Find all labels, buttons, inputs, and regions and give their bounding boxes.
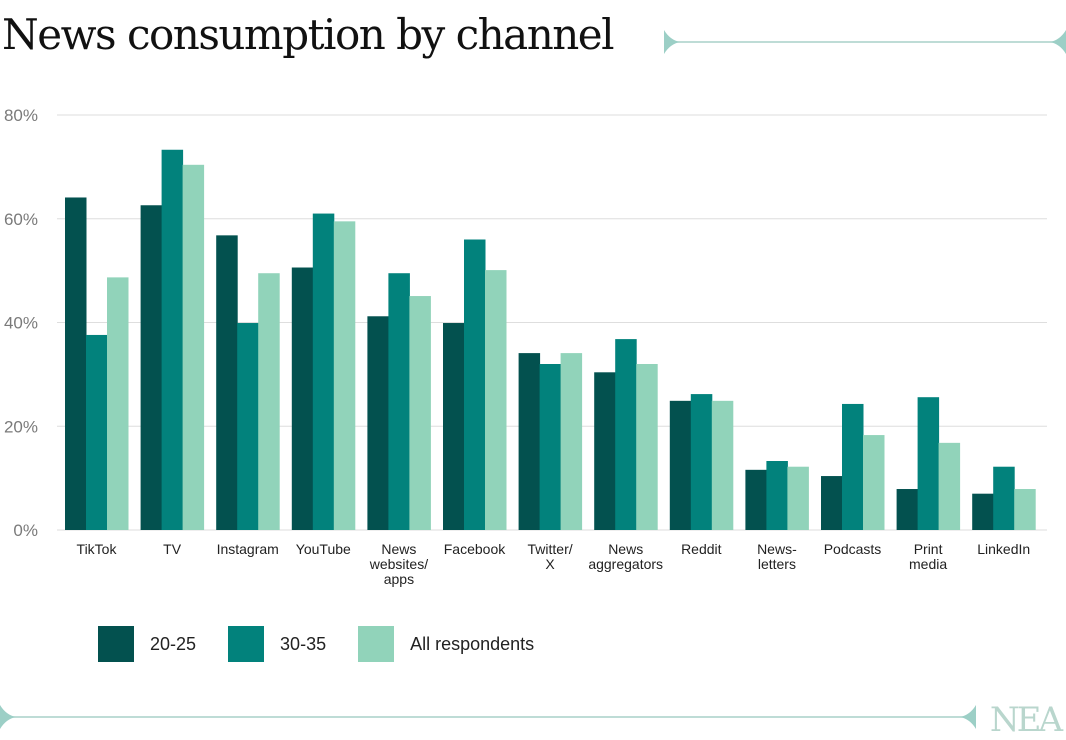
x-tick-label: TikTok [77,541,118,557]
nea-logo: NEA [989,700,1063,740]
bar-20-25 [291,267,314,530]
bar-all-respondents [182,164,205,531]
x-tick-label-line: Instagram [217,541,279,557]
legend-item-all: All respondents [358,626,534,662]
bar-30-35 [917,397,940,530]
legend-swatch [358,626,395,662]
bar-all-respondents [409,296,431,530]
bar-all-respondents [787,466,809,530]
x-tick-label-line: News [608,541,643,557]
x-tick-label-line: LinkedIn [977,541,1030,557]
x-tick-label-line: media [909,556,947,572]
y-tick-label: 0% [13,521,38,540]
x-tick-label-line: YouTube [296,541,351,557]
bar-all-respondents [863,435,885,530]
bar-30-35 [464,239,486,530]
bar-all-respondents [1014,489,1036,530]
bar-30-35 [312,213,335,530]
y-tick-label: 80% [4,106,38,125]
y-tick-label: 20% [4,417,38,436]
legend-item-30-35: 30-35 [228,626,326,662]
x-tick-label-line: Podcasts [824,541,882,557]
x-tick-label-line: Twitter/ [528,541,573,557]
bar-30-35 [86,334,108,530]
x-tick-label: News aggregators [588,541,663,572]
bar-all-respondents [711,400,734,530]
y-tick-label: 40% [4,314,38,333]
x-tick-label: YouTube [296,541,351,557]
x-tick-label-line: Facebook [444,541,506,557]
x-tick-label-line: X [545,556,555,572]
bar-30-35 [237,323,259,530]
x-tick-label-line: apps [384,571,414,587]
bar-30-35 [388,273,410,530]
x-tick-label-line: letters [758,556,796,572]
x-tick-label-line: TikTok [77,541,118,557]
x-tick-label-line: aggregators [588,556,663,572]
bar-20-25 [896,489,919,530]
bar-20-25 [745,469,767,530]
legend-item-20-25: 20-25 [98,626,196,662]
bar-20-25 [443,323,465,530]
title-divider [664,30,1066,54]
bar-20-25 [669,400,692,530]
bar-20-25 [972,493,994,530]
bar-all-respondents [938,442,961,530]
bar-30-35 [161,149,184,530]
bar-30-35 [690,394,713,530]
x-tick-label: Facebook [444,541,506,557]
legend: 20-25 30-35 All respondents [98,626,566,662]
footer-divider [0,705,976,729]
bar-20-25 [518,353,541,530]
legend-swatch [228,626,265,662]
bar-all-respondents [485,270,507,530]
bar-all-respondents [107,277,129,530]
bar-20-25 [367,316,389,530]
x-tick-label-line: Print [914,541,943,557]
x-tick-label-line: TV [163,541,182,557]
x-tick-label: LinkedIn [977,541,1030,557]
bar-20-25 [216,235,238,530]
bar-20-25 [821,476,843,530]
chart-title: News consumption by channel [2,10,615,59]
x-tick-label-line: Reddit [681,541,722,557]
y-tick-label: 60% [4,210,38,229]
bar-30-35 [993,466,1015,530]
bar-all-respondents [636,364,658,530]
x-tick-label: TV [163,541,182,557]
legend-label: All respondents [410,633,535,654]
x-tick-label: News websites/apps [369,541,428,587]
x-tick-label-line: News [381,541,416,557]
x-tick-label-line: websites/ [369,556,428,572]
x-tick-label-line: News- [757,541,797,557]
x-tick-label: News-letters [757,541,797,572]
bar-30-35 [766,461,788,530]
x-tick-label: Twitter/X [528,541,573,572]
bar-20-25 [594,372,616,530]
bar-20-25 [140,205,163,530]
x-tick-label: Print media [909,541,947,572]
bar-20-25 [65,197,87,530]
bar-all-respondents [258,273,280,530]
legend-swatch [98,626,134,662]
bar-30-35 [615,339,637,530]
legend-label: 30-35 [280,633,327,654]
bar-30-35 [842,403,864,530]
bar-all-respondents [333,221,356,530]
x-tick-label: Podcasts [824,541,882,557]
x-tick-label: Instagram [217,541,279,557]
bar-30-35 [539,364,562,530]
legend-label: 20-25 [150,633,197,654]
bar-all-respondents [560,353,583,530]
x-tick-label: Reddit [681,541,722,557]
